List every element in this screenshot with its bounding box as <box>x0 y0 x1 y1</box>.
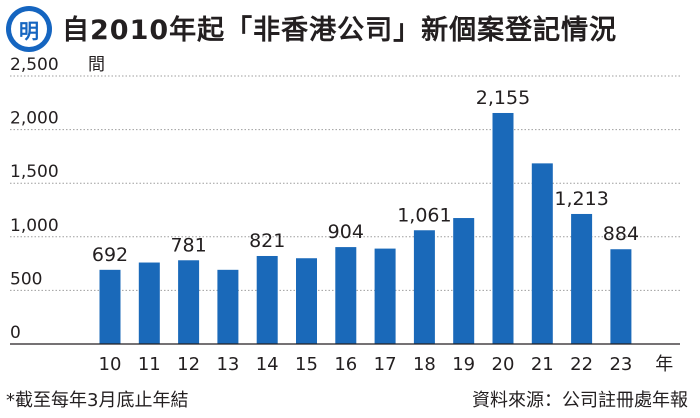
x-tick-label: 18 <box>413 354 436 375</box>
bar-20 <box>492 112 514 344</box>
y-tick-label: 1,500 <box>10 162 59 182</box>
bar-17 <box>374 248 396 344</box>
x-tick-label: 14 <box>256 354 279 375</box>
bar-21 <box>531 163 553 344</box>
x-tick-label: 22 <box>570 354 593 375</box>
bar-14 <box>256 255 278 344</box>
bar-16 <box>335 247 357 344</box>
bar-18 <box>413 230 435 344</box>
bar-19 <box>453 218 475 344</box>
y-tick-label: 2,000 <box>10 109 59 129</box>
x-tick-label: 10 <box>99 354 122 375</box>
x-tick-label: 17 <box>374 354 397 375</box>
bar-22 <box>571 213 593 344</box>
data-label: 1,061 <box>397 204 451 226</box>
y-tick-label: 2,500 <box>10 56 59 75</box>
footnote: *截至每年3月底止年結 <box>6 390 189 411</box>
x-tick-label: 20 <box>492 354 515 375</box>
chart-header: 明 自2010年起「非香港公司」新個案登記情況 <box>0 0 700 56</box>
bar-23 <box>610 249 632 344</box>
data-label: 781 <box>170 234 206 256</box>
source-note: 資料來源：公司註冊處年報 <box>472 390 688 411</box>
bar-chart: 0 500 1,000 1,500 2,000 2,500 間 10 692 11 12 781 13 1… <box>10 56 680 375</box>
chart-title: 自2010年起「非香港公司」新個案登記情況 <box>62 15 618 46</box>
data-label: 821 <box>249 230 285 252</box>
x-tick-label: 12 <box>177 354 200 375</box>
bar-12 <box>178 260 200 344</box>
bar-10 <box>99 269 121 344</box>
ming-pao-logo: 明 <box>6 6 52 52</box>
x-tick-label: 21 <box>531 354 554 375</box>
x-tick-label: 15 <box>295 354 318 375</box>
data-label: 1,213 <box>554 188 608 210</box>
data-label: 884 <box>603 223 639 245</box>
bar-13 <box>217 269 239 344</box>
y-axis-unit: 間 <box>88 56 105 75</box>
logo-text: 明 <box>11 11 47 47</box>
x-tick-label: 23 <box>609 354 632 375</box>
bar-15 <box>296 258 317 344</box>
data-label: 904 <box>328 221 364 243</box>
y-tick-label: 0 <box>10 323 21 343</box>
x-tick-label: 16 <box>334 354 357 375</box>
bar-11 <box>138 262 160 344</box>
x-axis-unit: 年 <box>655 354 673 375</box>
data-label: 2,155 <box>476 87 530 109</box>
y-tick-label: 500 <box>10 269 42 289</box>
x-tick-label: 13 <box>216 354 239 375</box>
data-label: 692 <box>92 244 128 266</box>
x-tick-label: 19 <box>452 354 475 375</box>
x-tick-label: 11 <box>138 354 161 375</box>
y-tick-label: 1,000 <box>10 216 59 236</box>
